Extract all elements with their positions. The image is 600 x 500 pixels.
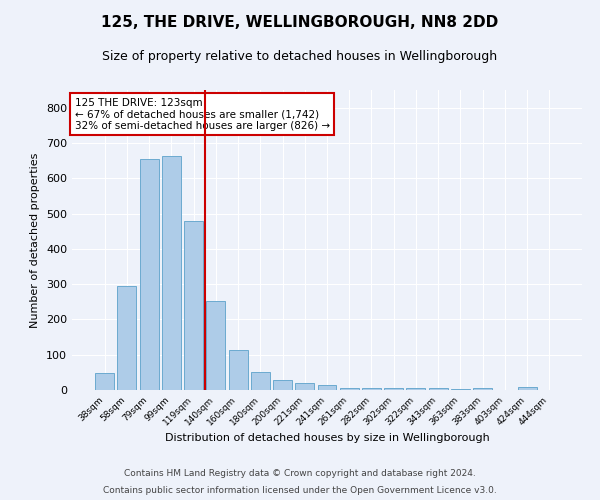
Bar xyxy=(229,350,248,390)
Text: 125, THE DRIVE, WELLINGBOROUGH, NN8 2DD: 125, THE DRIVE, WELLINGBOROUGH, NN8 2DD xyxy=(101,15,499,30)
Text: Size of property relative to detached houses in Wellingborough: Size of property relative to detached ho… xyxy=(103,50,497,63)
Bar xyxy=(406,388,425,390)
Bar xyxy=(473,388,492,390)
X-axis label: Distribution of detached houses by size in Wellingborough: Distribution of detached houses by size … xyxy=(164,432,490,442)
Bar xyxy=(95,374,114,390)
Bar xyxy=(251,372,270,390)
Bar xyxy=(518,387,536,390)
Bar xyxy=(340,388,359,390)
Text: 125 THE DRIVE: 123sqm
← 67% of detached houses are smaller (1,742)
32% of semi-d: 125 THE DRIVE: 123sqm ← 67% of detached … xyxy=(74,98,329,130)
Bar xyxy=(362,388,381,390)
Text: Contains HM Land Registry data © Crown copyright and database right 2024.: Contains HM Land Registry data © Crown c… xyxy=(124,468,476,477)
Bar xyxy=(317,386,337,390)
Bar xyxy=(162,156,181,390)
Bar xyxy=(384,388,403,390)
Text: Contains public sector information licensed under the Open Government Licence v3: Contains public sector information licen… xyxy=(103,486,497,495)
Bar xyxy=(429,388,448,390)
Bar xyxy=(206,302,225,390)
Bar xyxy=(295,384,314,390)
Bar xyxy=(140,159,158,390)
Bar xyxy=(118,286,136,390)
Y-axis label: Number of detached properties: Number of detached properties xyxy=(31,152,40,328)
Bar xyxy=(184,222,203,390)
Bar xyxy=(273,380,292,390)
